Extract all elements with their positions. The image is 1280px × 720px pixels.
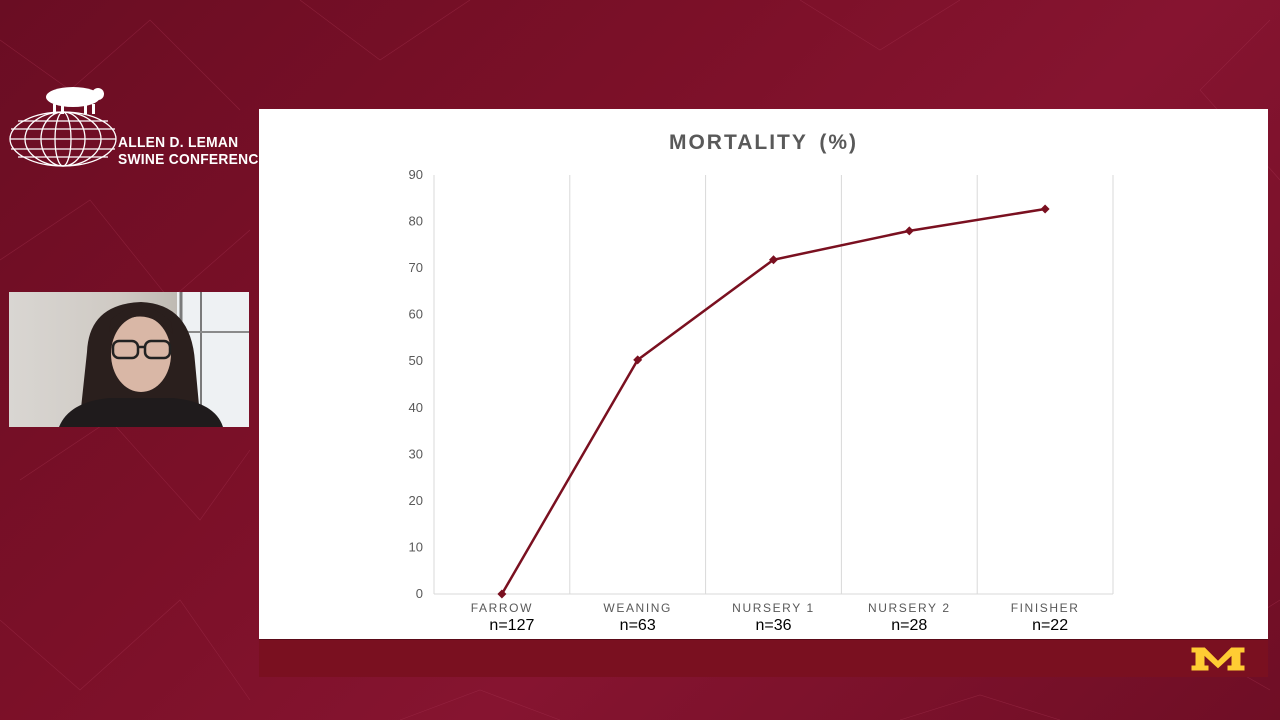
sample-size-label: n=22 bbox=[1032, 617, 1068, 634]
y-tick-label: 40 bbox=[409, 400, 423, 415]
globe-icon bbox=[9, 111, 117, 167]
x-tick-label: FARROW bbox=[471, 601, 533, 615]
x-tick-label: FINISHER bbox=[1011, 601, 1080, 615]
y-tick-label: 60 bbox=[409, 307, 423, 322]
y-tick-label: 20 bbox=[409, 493, 423, 508]
mortality-line-chart: 0 10 20 30 40 50 60 70 80 90 FARROW WEANING NURSERY… bbox=[409, 167, 1114, 634]
conference-name: ALLEN D. LEMAN SWINE CONFERENCE bbox=[118, 134, 268, 168]
conference-name-line1: ALLEN D. LEMAN bbox=[118, 134, 239, 151]
university-m-logo-icon bbox=[1190, 646, 1246, 672]
data-point-marker bbox=[633, 355, 643, 365]
conference-name-line2: SWINE CONFERENCE bbox=[118, 151, 269, 168]
data-point-marker bbox=[1040, 204, 1050, 214]
presenter-webcam bbox=[9, 292, 249, 427]
series-line bbox=[500, 207, 1046, 595]
y-tick-label: 70 bbox=[409, 260, 423, 275]
pig-icon bbox=[46, 87, 104, 114]
chart-title: MORTALITY (%) bbox=[668, 131, 859, 154]
sample-size-label: n=127 bbox=[489, 617, 534, 634]
y-tick-label: 80 bbox=[409, 214, 423, 229]
y-tick-label: 30 bbox=[409, 446, 423, 461]
x-tick-label: NURSERY 1 bbox=[732, 601, 815, 615]
x-tick-label: WEANING bbox=[603, 601, 672, 615]
sample-size-label: n=63 bbox=[620, 617, 656, 634]
data-point-marker bbox=[904, 226, 914, 236]
presenter-video-icon bbox=[59, 292, 249, 427]
sample-size-label: n=28 bbox=[891, 617, 927, 634]
y-tick-label: 50 bbox=[409, 353, 423, 368]
data-point-marker bbox=[769, 255, 778, 265]
data-point-marker bbox=[497, 589, 507, 599]
sample-size-label: n=36 bbox=[755, 617, 791, 634]
y-tick-label: 0 bbox=[416, 586, 423, 601]
x-tick-label: NURSERY 2 bbox=[868, 601, 951, 615]
y-tick-label: 10 bbox=[409, 539, 423, 554]
conference-logo bbox=[9, 87, 117, 167]
presentation-slide: MORTALITY (%) 0 10 20 30 40 50 60 70 80 90 FARROW… bbox=[259, 109, 1268, 677]
y-tick-label: 90 bbox=[409, 167, 423, 182]
slide-footer-bar bbox=[259, 639, 1268, 677]
